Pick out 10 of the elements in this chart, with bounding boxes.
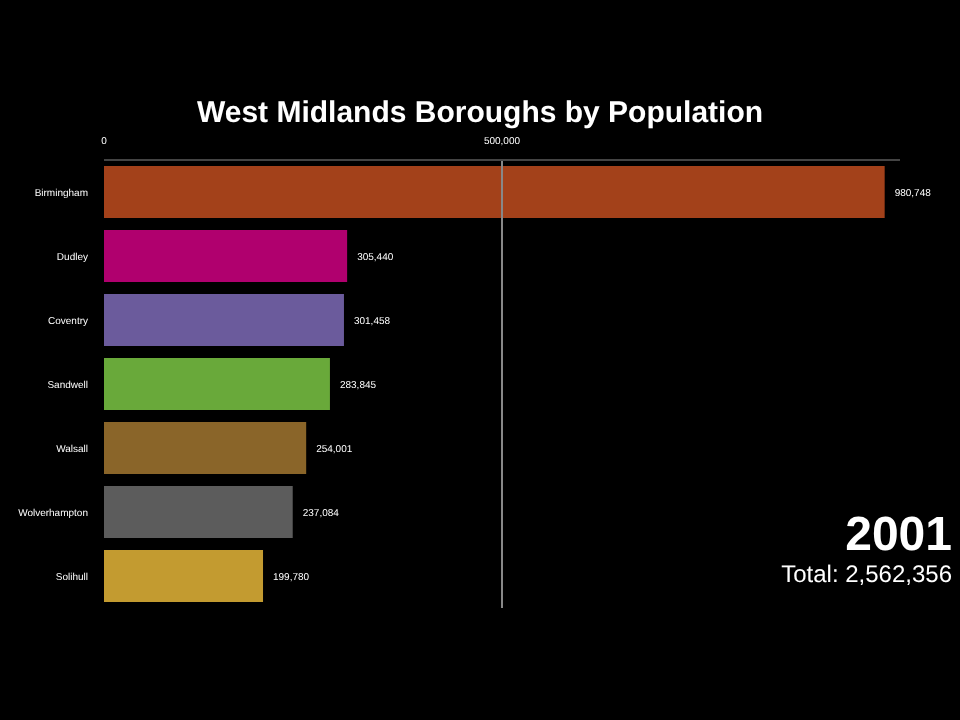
bar (104, 358, 330, 410)
annotation: 2001 (845, 508, 952, 564)
bar (104, 294, 344, 346)
chart-title: West Midlands Boroughs by Population (194, 96, 766, 130)
bar (104, 166, 885, 218)
bar (104, 486, 293, 538)
annotation: Total: 2,562,356 (781, 560, 952, 588)
bar (104, 422, 307, 474)
bar (104, 550, 264, 602)
bar (104, 230, 348, 282)
